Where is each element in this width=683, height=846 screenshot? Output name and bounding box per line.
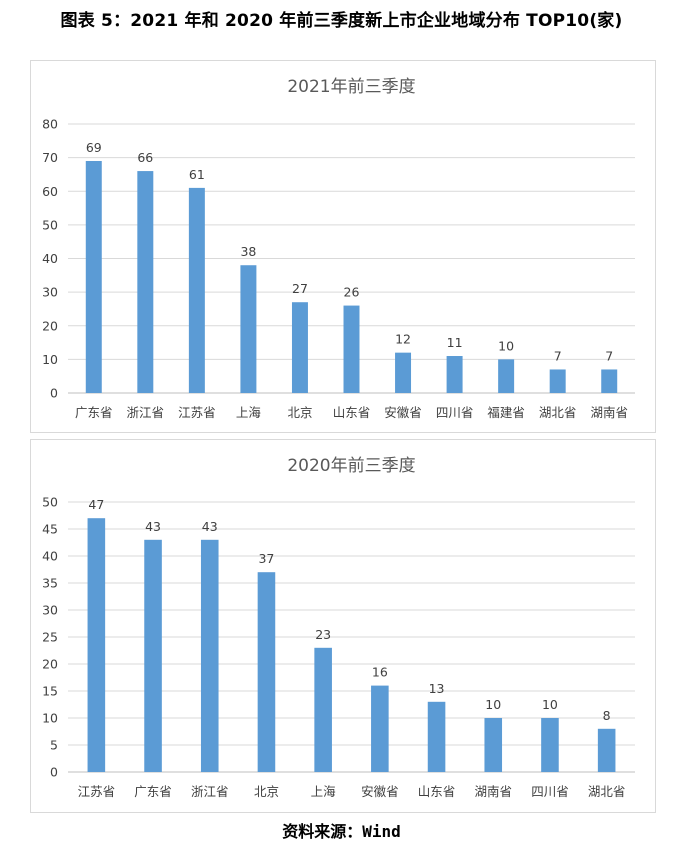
c2020-y-tick-label: 45 (42, 522, 58, 537)
c2020-bar (87, 518, 106, 772)
c2020-data-label: 10 (542, 697, 558, 712)
c2021-x-tick-label: 四川省 (436, 405, 474, 420)
c2021-data-label: 12 (395, 332, 411, 347)
c2020-x-tick-label: 江苏省 (78, 784, 116, 799)
c2021-bar (343, 305, 360, 393)
c2021-bar (395, 352, 412, 393)
c2021-bar (188, 187, 205, 393)
c2021-bar (549, 369, 566, 393)
c2021-bar (85, 160, 102, 393)
c2020-x-tick-label: 湖北省 (588, 784, 626, 799)
c2021-data-label: 11 (447, 335, 463, 350)
c2020-bar (257, 572, 276, 772)
c2021-x-tick-label: 上海 (236, 405, 262, 420)
c2021-y-tick-label: 40 (42, 251, 58, 266)
c2021-x-tick-label: 浙江省 (127, 405, 165, 420)
c2021-x-tick-label: 湖南省 (590, 405, 628, 420)
c2020-y-tick-label: 20 (42, 657, 58, 672)
c2020-data-label: 10 (485, 697, 501, 712)
c2020-bar (371, 685, 389, 772)
c2020-x-tick-label: 北京 (254, 784, 279, 799)
c2020-x-tick-label: 上海 (311, 784, 337, 799)
c2020-y-tick-label: 15 (42, 684, 58, 699)
c2020-y-tick-label: 0 (50, 765, 58, 780)
c2021-bar (291, 302, 308, 393)
c2021-bar (137, 171, 154, 393)
c2020-bar (144, 539, 162, 772)
c2020-bar (200, 539, 219, 772)
c2020-y-tick-label: 25 (42, 630, 58, 645)
c2020-data-label: 43 (202, 519, 218, 534)
bar-chart-2020: 2020年前三季度 0 5 10 15 20 25 30 35 40 45 50 47 江苏省 43 广东省 4… (42, 456, 635, 799)
figure-title: 图表 5：2021 年和 2020 年前三季度新上市企业地域分布 TOP10(家… (60, 11, 623, 31)
c2021-bar (446, 356, 463, 393)
source-note: 资料来源：Wind (282, 822, 401, 841)
c2021-y-tick-label: 20 (42, 318, 58, 333)
c2020-y-tick-label: 50 (42, 495, 58, 510)
c2021-bar (498, 359, 515, 393)
bar-chart-2021: 2021年前三季度 0 10 20 30 40 50 60 70 80 69 广东省 66 浙江省 61 江苏… (42, 77, 635, 420)
c2020-data-label: 16 (372, 665, 388, 680)
chart-panel-2021: 2021年前三季度 0 10 20 30 40 50 60 70 80 69 广东省 66 浙江省 61 江苏… (30, 60, 656, 433)
c2021-y-tick-label: 60 (42, 184, 58, 199)
c2020-data-label: 13 (429, 681, 445, 696)
c2020-x-tick-label: 四川省 (531, 784, 569, 799)
c2020-x-tick-label: 湖南省 (474, 784, 512, 799)
c2021-x-tick-label: 江苏省 (178, 405, 216, 420)
c2021-data-label: 26 (344, 285, 360, 300)
c2021-x-tick-label: 广东省 (75, 405, 113, 420)
c2021-data-label: 10 (498, 338, 514, 353)
c2020-data-label: 43 (145, 519, 161, 534)
c2021-data-label: 66 (137, 150, 153, 165)
c2021-y-tick-label: 70 (42, 150, 58, 165)
c2020-data-label: 23 (315, 627, 331, 642)
c2021-x-tick-label: 福建省 (487, 405, 525, 420)
c2021-data-label: 27 (292, 281, 308, 296)
c2020-data-label: 8 (603, 708, 611, 723)
c2021-data-label: 7 (554, 348, 562, 363)
c2020-y-tick-label: 10 (42, 711, 58, 726)
c2020-bar (484, 718, 503, 772)
c2020-y-tick-label: 5 (50, 738, 58, 753)
c2021-y-tick-label: 0 (50, 386, 58, 401)
c2020-y-tick-label: 35 (42, 576, 58, 591)
c2021-data-label: 61 (189, 167, 205, 182)
c2021-x-tick-label: 安徽省 (384, 405, 422, 420)
c2020-x-tick-label: 浙江省 (191, 784, 229, 799)
c2021-bar (601, 369, 618, 393)
c2020-bar (541, 718, 559, 772)
c2021-y-tick-label: 10 (42, 352, 58, 367)
c2020-bar (597, 728, 616, 772)
c2021-chart-title: 2021年前三季度 (287, 77, 415, 97)
c2021-bar (240, 265, 257, 393)
c2020-data-label: 47 (88, 497, 104, 512)
c2021-data-label: 7 (605, 348, 613, 363)
c2021-data-label: 38 (240, 244, 256, 259)
c2020-chart-title: 2020年前三季度 (287, 456, 415, 476)
c2020-x-tick-label: 广东省 (134, 784, 172, 799)
c2020-data-label: 37 (258, 551, 274, 566)
c2021-y-tick-label: 50 (42, 217, 58, 232)
chart-panel-2020: 2020年前三季度 0 5 10 15 20 25 30 35 40 45 50 47 江苏省 43 广东省 4… (30, 439, 656, 813)
c2020-x-tick-label: 山东省 (418, 784, 456, 799)
c2020-y-tick-label: 30 (42, 603, 58, 618)
c2020-bar (427, 701, 446, 772)
c2021-y-tick-label: 30 (42, 285, 58, 300)
c2021-y-tick-label: 80 (42, 117, 58, 132)
c2021-x-tick-label: 北京 (287, 405, 312, 420)
c2020-y-tick-label: 40 (42, 549, 58, 564)
c2020-x-tick-label: 安徽省 (361, 784, 399, 799)
c2021-x-tick-label: 山东省 (333, 405, 371, 420)
c2021-x-tick-label: 湖北省 (539, 405, 577, 420)
c2020-bar (314, 647, 332, 772)
c2021-data-label: 69 (86, 140, 102, 155)
